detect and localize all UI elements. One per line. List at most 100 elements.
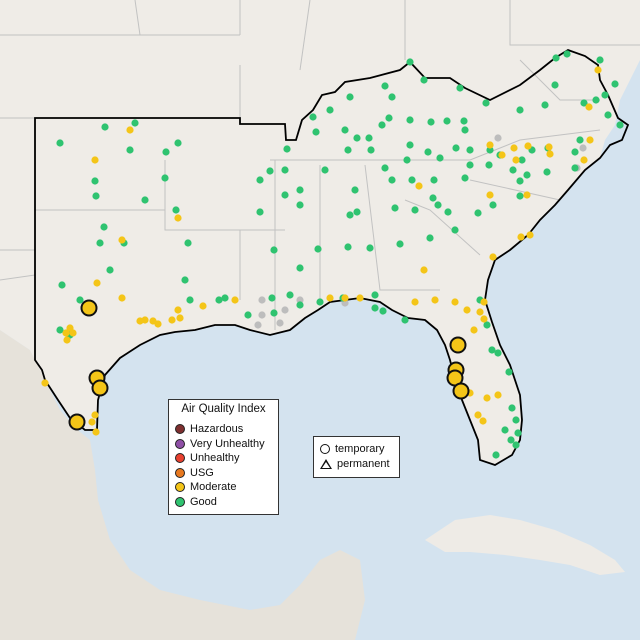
monitor-good[interactable] [344,146,352,154]
monitor-good[interactable] [270,309,278,317]
monitor-good[interactable] [486,146,494,154]
monitor-temporary-moderate[interactable] [452,382,470,400]
monitor-moderate[interactable] [479,417,487,425]
monitor-good[interactable] [492,451,500,459]
monitor-moderate[interactable] [480,298,488,306]
monitor-good[interactable] [552,54,560,62]
monitor-moderate[interactable] [41,379,49,387]
monitor-good[interactable] [461,174,469,182]
monitor-good[interactable] [381,82,389,90]
monitor-moderate[interactable] [88,418,96,426]
monitor-moderate[interactable] [341,294,349,302]
monitor-good[interactable] [514,429,522,437]
monitor-good[interactable] [523,171,531,179]
monitor-good[interactable] [365,134,373,142]
monitor-good[interactable] [326,106,334,114]
monitor-good[interactable] [101,123,109,131]
monitor-good[interactable] [460,117,468,125]
monitor-good[interactable] [92,192,100,200]
monitor-good[interactable] [427,118,435,126]
monitor-moderate[interactable] [451,298,459,306]
monitor-good[interactable] [385,114,393,122]
monitor-good[interactable] [604,111,612,119]
monitor-good[interactable] [244,311,252,319]
monitor-good[interactable] [494,349,502,357]
monitor-moderate[interactable] [489,253,497,261]
monitor-moderate[interactable] [62,329,70,337]
monitor-unknown[interactable] [494,134,502,142]
monitor-good[interactable] [401,316,409,324]
monitor-good[interactable] [596,56,604,64]
monitor-moderate[interactable] [585,103,593,111]
monitor-good[interactable] [571,148,579,156]
monitor-good[interactable] [126,146,134,154]
monitor-moderate[interactable] [486,191,494,199]
monitor-good[interactable] [508,404,516,412]
monitor-good[interactable] [611,80,619,88]
monitor-moderate[interactable] [63,336,71,344]
monitor-good[interactable] [551,81,559,89]
monitor-good[interactable] [296,301,304,309]
monitor-good[interactable] [131,119,139,127]
monitor-good[interactable] [563,50,571,58]
monitor-good[interactable] [483,321,491,329]
monitor-good[interactable] [270,246,278,254]
monitor-moderate[interactable] [474,411,482,419]
monitor-good[interactable] [106,266,114,274]
monitor-temporary-moderate[interactable] [68,413,86,431]
monitor-good[interactable] [162,148,170,156]
monitor-moderate[interactable] [470,326,478,334]
monitor-moderate[interactable] [494,391,502,399]
monitor-moderate[interactable] [546,150,554,158]
monitor-good[interactable] [309,113,317,121]
monitor-good[interactable] [592,96,600,104]
monitor-moderate[interactable] [118,294,126,302]
monitor-good[interactable] [482,99,490,107]
monitor-unknown[interactable] [281,306,289,314]
monitor-moderate[interactable] [580,156,588,164]
monitor-good[interactable] [616,121,624,129]
monitor-good[interactable] [516,192,524,200]
monitor-unknown[interactable] [258,311,266,319]
monitor-good[interactable] [346,93,354,101]
monitor-good[interactable] [388,176,396,184]
monitor-moderate[interactable] [512,156,520,164]
monitor-good[interactable] [403,156,411,164]
monitor-good[interactable] [296,201,304,209]
monitor-temporary-moderate[interactable] [80,299,98,317]
monitor-good[interactable] [283,145,291,153]
monitor-good[interactable] [353,134,361,142]
monitor-good[interactable] [429,194,437,202]
monitor-moderate[interactable] [463,306,471,314]
monitor-good[interactable] [58,281,66,289]
monitor-moderate[interactable] [91,156,99,164]
monitor-good[interactable] [181,276,189,284]
monitor-good[interactable] [371,291,379,299]
monitor-good[interactable] [268,294,276,302]
monitor-temporary-moderate[interactable] [449,336,467,354]
monitor-good[interactable] [434,201,442,209]
monitor-good[interactable] [256,208,264,216]
monitor-good[interactable] [505,368,513,376]
monitor-good[interactable] [488,346,496,354]
monitor-moderate[interactable] [174,214,182,222]
monitor-good[interactable] [56,139,64,147]
monitor-good[interactable] [378,121,386,129]
monitor-good[interactable] [381,164,389,172]
monitor-good[interactable] [281,191,289,199]
monitor-moderate[interactable] [231,296,239,304]
monitor-moderate[interactable] [415,182,423,190]
monitor-good[interactable] [406,58,414,66]
monitor-good[interactable] [576,136,584,144]
monitor-good[interactable] [466,146,474,154]
monitor-good[interactable] [456,84,464,92]
monitor-good[interactable] [100,223,108,231]
monitor-good[interactable] [408,176,416,184]
monitor-good[interactable] [452,144,460,152]
monitor-good[interactable] [56,326,64,334]
monitor-good[interactable] [316,298,324,306]
monitor-good[interactable] [344,243,352,251]
monitor-moderate[interactable] [118,236,126,244]
monitor-moderate[interactable] [483,394,491,402]
monitor-unknown[interactable] [258,296,266,304]
